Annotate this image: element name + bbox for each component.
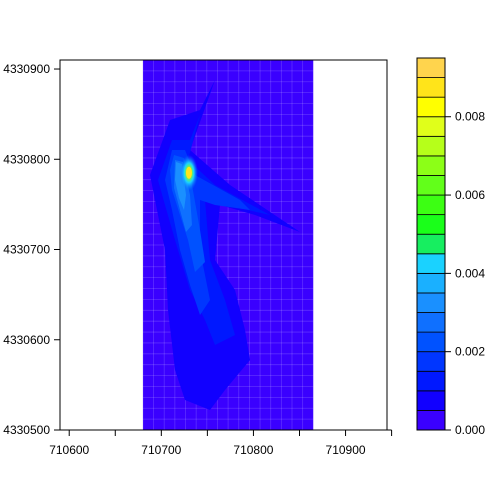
colorbar-legend: 0.000 0.002 0.004 0.006 0.008 <box>416 57 485 437</box>
colorbar-swatch <box>416 155 446 176</box>
y-tick-label: 4330800 <box>3 152 50 166</box>
peak-core <box>185 166 192 179</box>
colorbar-swatch <box>416 233 446 255</box>
y-tick-label: 4330900 <box>3 62 50 76</box>
colorbar-swatch <box>416 96 446 118</box>
colorbar-swatch <box>416 272 446 294</box>
colorbar-swatch <box>416 370 446 392</box>
colorbar-frame <box>416 57 446 431</box>
x-tick-label: 710900 <box>326 443 366 457</box>
colorbar-swatch <box>416 292 446 313</box>
colorbar-swatch <box>416 390 446 411</box>
colorbar-swatch <box>416 194 446 216</box>
colorbar-swatch <box>416 57 446 78</box>
colorbar-tick-label: 0.006 <box>455 188 485 202</box>
colorbar-swatch <box>416 253 446 274</box>
colorbar-swatch <box>416 77 446 98</box>
colorbar-swatch <box>416 351 446 372</box>
y-tick-label: 4330700 <box>3 243 50 257</box>
x-axis: 710600 710700 710800 710900 <box>49 429 393 457</box>
y-axis: 4330500 4330600 4330700 4330800 4330900 <box>3 62 61 437</box>
colorbar-tick-label: 0.000 <box>455 423 485 437</box>
plot-area <box>142 60 314 430</box>
density-plume <box>150 80 300 410</box>
colorbar-swatch <box>416 410 446 431</box>
y-tick-label: 4330600 <box>3 333 50 347</box>
colorbar-tick-label: 0.008 <box>455 110 485 124</box>
colorbar-tick-label: 0.004 <box>455 266 485 280</box>
x-tick-label: 710700 <box>141 443 181 457</box>
colorbar-swatch <box>416 214 446 235</box>
x-tick-label: 710600 <box>49 443 89 457</box>
colorbar-tick-label: 0.002 <box>455 345 485 359</box>
colorbar-swatch <box>416 135 446 157</box>
colorbar-swatch <box>416 331 446 353</box>
colorbar-swatch <box>416 116 446 137</box>
x-tick-label: 710800 <box>233 443 273 457</box>
colorbar-swatch <box>416 175 446 196</box>
colorbar-swatch <box>416 312 446 333</box>
y-tick-label: 4330500 <box>3 423 50 437</box>
